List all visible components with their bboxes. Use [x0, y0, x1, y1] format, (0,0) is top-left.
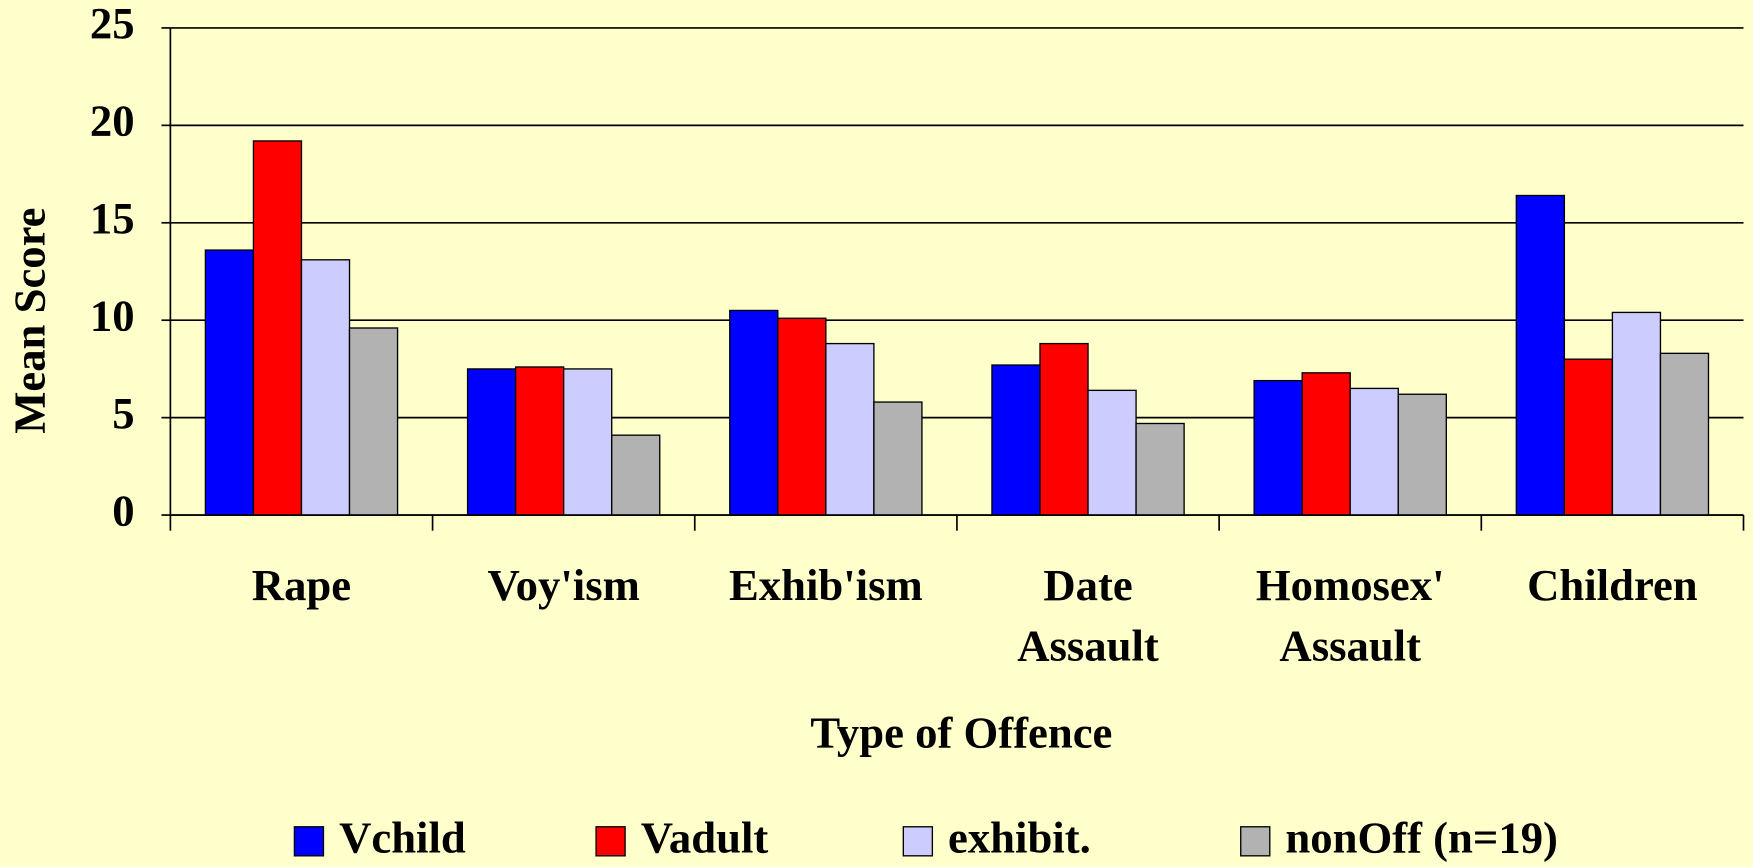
- bar: [1611, 311, 1662, 516]
- legend-label: Vadult: [641, 813, 769, 863]
- y-tick-label: 5: [112, 388, 134, 438]
- x-tick-label: Exhib'ism: [729, 560, 923, 610]
- x-tick-label: Rape: [252, 560, 351, 610]
- y-tick-label: 15: [90, 193, 135, 243]
- x-tick-label: Voy'ism: [488, 560, 640, 610]
- bar: [348, 327, 399, 516]
- bar: [873, 401, 923, 516]
- bar: [1301, 372, 1351, 516]
- bar: [514, 366, 565, 516]
- bar: [252, 140, 303, 516]
- bar: [1563, 358, 1614, 516]
- bar: [825, 342, 875, 516]
- bar: [1515, 194, 1566, 516]
- legend-swatch: [902, 826, 934, 857]
- legend-label: exhibit.: [948, 813, 1091, 863]
- legend-swatch: [293, 826, 325, 857]
- bar: [729, 309, 779, 516]
- bar: [777, 317, 827, 516]
- legend-label: Vchild: [339, 813, 466, 863]
- bar: [611, 434, 661, 516]
- bar: [1135, 422, 1185, 516]
- bar: [300, 259, 351, 516]
- x-tick-label: Children: [1527, 560, 1698, 610]
- bar: [1659, 352, 1710, 516]
- bar: [1397, 393, 1447, 516]
- y-tick-label: 25: [90, 0, 135, 48]
- x-tick-label: Homosex' Assault: [1256, 560, 1445, 670]
- x-axis-label: Type of Offence: [810, 708, 1112, 758]
- y-tick-label: 10: [90, 290, 135, 340]
- y-tick-label: 0: [112, 485, 134, 535]
- legend-swatch: [595, 826, 626, 857]
- legend-label: nonOff (n=19): [1285, 813, 1558, 863]
- legend-swatch: [1240, 826, 1271, 857]
- y-tick-label: 20: [90, 96, 135, 146]
- bar: [204, 249, 255, 516]
- y-axis-label: Mean Score: [4, 208, 54, 434]
- bar: [991, 364, 1041, 516]
- bar: [466, 368, 517, 516]
- bar: [1253, 379, 1303, 516]
- bar: [1087, 389, 1137, 516]
- bar: [562, 368, 613, 516]
- bar: [1349, 387, 1399, 516]
- x-tick-label: Date Assault: [1017, 560, 1159, 670]
- bar: [1039, 342, 1089, 516]
